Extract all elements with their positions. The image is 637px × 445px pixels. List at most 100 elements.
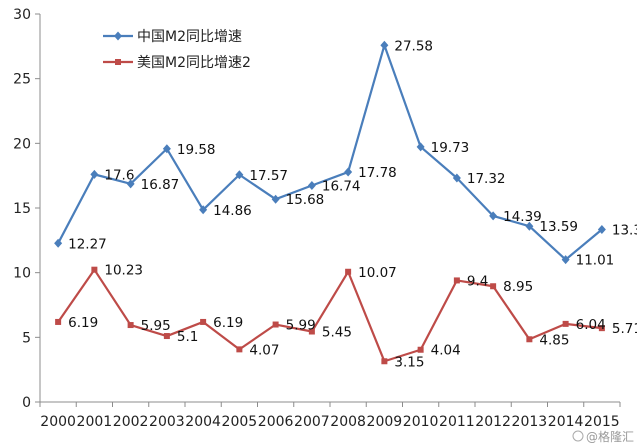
us-m2-point <box>598 325 605 332</box>
y-tick-label: 25 <box>13 72 31 88</box>
us-m2-point <box>490 283 497 290</box>
us-m2-data-label: 8.95 <box>503 279 533 295</box>
x-tick-label: 2009 <box>367 414 403 430</box>
china-m2-point <box>489 211 498 221</box>
y-tick-label: 20 <box>13 136 31 152</box>
us-m2-data-label: 3.15 <box>394 354 424 370</box>
china-m2-data-label: 13.34 <box>612 222 637 238</box>
china-m2-data-label: 15.68 <box>286 192 325 208</box>
us-m2-point <box>91 266 98 273</box>
china-m2-point <box>416 142 425 152</box>
us-m2-data-label: 9.4 <box>467 273 488 289</box>
us-m2-line <box>57 268 603 363</box>
us-m2-point <box>236 346 243 353</box>
china-m2-data-label: 27.58 <box>394 38 433 54</box>
us-m2-point <box>200 318 207 325</box>
us-m2-point <box>308 328 315 335</box>
china-m2-point <box>525 221 534 231</box>
us-m2-data-label: 5.1 <box>177 329 198 345</box>
china-m2-data-label: 11.01 <box>576 253 615 269</box>
china-m2-point <box>199 205 208 215</box>
china-m2-point <box>54 238 63 248</box>
legend-marker-diamond <box>114 31 122 41</box>
us-m2-point <box>562 320 569 327</box>
us-m2-point <box>272 321 279 328</box>
us-m2-data-label: 5.71 <box>612 321 637 337</box>
us-m2-point <box>453 277 460 284</box>
china-m2-point <box>271 194 280 204</box>
series-layer <box>54 40 606 365</box>
china-m2-point <box>452 173 461 183</box>
china-m2-point <box>561 255 570 265</box>
china-m2-data-label: 14.86 <box>213 203 252 219</box>
us-m2-point <box>163 333 170 340</box>
watermark-logo-icon <box>572 430 584 442</box>
us-m2-data-label: 5.95 <box>141 318 171 334</box>
x-tick-label: 2001 <box>77 414 113 430</box>
us-m2-data-label: 10.23 <box>104 263 143 279</box>
x-tick-label: 2008 <box>330 414 366 430</box>
china-m2-data-label: 17.78 <box>358 165 397 181</box>
us-m2-point <box>381 358 388 365</box>
watermark: @格隆汇 <box>572 429 634 444</box>
legend-entry-label: 美国M2同比增速2 <box>137 55 251 71</box>
x-tick-label: 2000 <box>40 414 76 430</box>
china-m2-line <box>57 44 603 261</box>
x-tick-label: 2004 <box>185 414 221 430</box>
us-m2-point <box>55 318 62 325</box>
us-m2-data-label: 6.19 <box>213 315 243 331</box>
china-m2-data-label: 16.74 <box>322 178 361 194</box>
x-tick-label: 2002 <box>113 414 149 430</box>
china-m2-point <box>90 169 99 179</box>
china-m2-data-label: 17.57 <box>249 168 288 184</box>
china-m2-data-label: 13.59 <box>539 219 578 235</box>
x-tick-label: 2015 <box>584 414 620 430</box>
china-m2-point <box>235 170 244 180</box>
us-m2-data-label: 5.99 <box>286 318 316 334</box>
us-m2-data-label: 4.04 <box>431 343 461 359</box>
x-tick-label: 2005 <box>222 414 258 430</box>
us-m2-point <box>526 336 533 343</box>
china-m2-point <box>380 40 389 50</box>
china-m2-data-label: 12.27 <box>68 236 107 252</box>
x-tick-label: 2010 <box>403 414 439 430</box>
x-tick-label: 2006 <box>258 414 294 430</box>
x-tick-label: 2014 <box>548 414 584 430</box>
legend-marker-square <box>115 59 121 65</box>
data-labels-layer: 12.2717.616.8719.5814.8617.5715.6816.741… <box>68 38 637 370</box>
y-tick-label: 10 <box>13 266 31 282</box>
us-m2-data-label: 6.19 <box>68 315 98 331</box>
china-m2-data-label: 14.39 <box>503 209 542 225</box>
x-axis-ticks: 2000 2001 2002 2003 2004 2005 2006 2007 2008 2009… <box>39 402 621 430</box>
china-m2-data-label: 17.32 <box>467 171 506 187</box>
x-tick-label: 2003 <box>149 414 185 430</box>
us-m2-data-label: 10.07 <box>358 265 397 281</box>
y-tick-label: 0 <box>22 395 31 411</box>
us-m2-data-label: 4.07 <box>249 342 279 358</box>
y-axis-ticks: 0 5 10 15 20 25 30 <box>13 7 40 411</box>
us-m2-point <box>345 268 352 275</box>
china-m2-point <box>126 179 135 189</box>
x-tick-label: 2013 <box>512 414 548 430</box>
x-tick-label: 2011 <box>439 414 475 430</box>
x-tick-label: 2007 <box>294 414 330 430</box>
x-tick-label: 2012 <box>475 414 511 430</box>
us-m2-data-label: 5.45 <box>322 325 352 341</box>
y-tick-label: 5 <box>22 330 31 346</box>
us-m2-point <box>417 346 424 353</box>
china-m2-point <box>344 167 353 177</box>
china-m2-data-label: 19.58 <box>177 142 216 158</box>
y-tick-label: 15 <box>13 201 31 217</box>
china-m2-point <box>597 224 606 234</box>
y-tick-label: 30 <box>13 7 31 23</box>
us-m2-data-label: 6.04 <box>576 317 606 333</box>
us-m2-data-label: 4.85 <box>539 332 569 348</box>
us-m2-point <box>127 322 134 329</box>
china-m2-data-label: 16.87 <box>141 177 180 193</box>
china-m2-data-label: 19.73 <box>431 140 470 156</box>
china-m2-point <box>162 144 171 154</box>
legend-entry-label: 中国M2同比增速 <box>137 29 242 45</box>
